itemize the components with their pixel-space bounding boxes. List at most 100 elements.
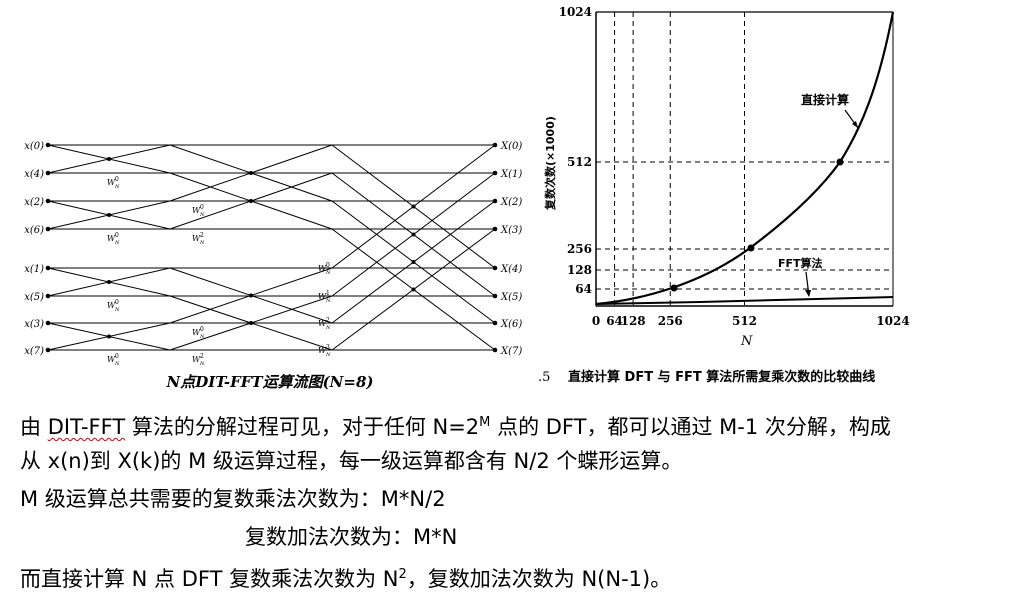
- data-point: [747, 244, 755, 252]
- crossing-node: [249, 321, 253, 325]
- output-label-5: X(5): [500, 292, 522, 303]
- twiddle-s2-2: W: [192, 328, 201, 337]
- crossing-node: [107, 213, 111, 217]
- output-label-3: X(3): [500, 225, 522, 236]
- p1-text-c: 算法的分解过程可见，对于任何 N=2: [125, 415, 480, 439]
- twiddle-s3-3-sup: 3: [326, 344, 330, 351]
- twiddle-s1-0: W: [107, 178, 116, 187]
- series-label-direct: 直接计算: [801, 92, 849, 107]
- input-label-0: x(0): [24, 141, 44, 152]
- twiddle-s3-0-sup: 0: [326, 262, 330, 269]
- crossing-node: [107, 334, 111, 339]
- fft-curve: [595, 296, 894, 305]
- butterfly-diagram: x(0) x(4) x(2) x(6) x(1) x(5) x(3) x(7) X(0) X(1)…: [24, 141, 522, 367]
- twiddle-s2-1: W: [192, 234, 201, 243]
- input-label-6: x(3): [24, 319, 44, 330]
- p1-text-a: 由: [20, 415, 48, 439]
- p1-text-d: 点的 DFT，都可以通过 M-1 次分解，构成: [490, 415, 891, 439]
- crossing-node: [107, 280, 111, 284]
- input-label-4: x(1): [24, 264, 44, 275]
- crossing-node: [411, 232, 416, 237]
- twiddle-s3-3: W: [318, 346, 327, 355]
- crossing-node: [107, 157, 111, 161]
- paragraph-4: 复数加法次数为：M*N: [245, 525, 458, 549]
- x-tick-label: 512: [732, 314, 757, 328]
- crossing-node: [411, 260, 416, 264]
- paragraph-3: M 级运算总共需要的复数乘法次数为：M*N/2: [20, 487, 446, 511]
- twiddle-s2-3-sub: N: [199, 361, 205, 367]
- input-label-1: x(4): [24, 169, 44, 180]
- twiddle-s3-2-sup: 2: [326, 317, 330, 324]
- twiddle-s1-0-sup: 0: [115, 176, 119, 183]
- input-label-7: x(7): [24, 346, 44, 357]
- twiddle-s3-1: W: [318, 292, 327, 301]
- series-label-fft: FFT算法: [778, 256, 823, 270]
- figure-canvas: x(0) x(4) x(2) x(6) x(1) x(5) x(3) x(7) X(0) X(1)…: [24, 5, 910, 391]
- x-tick-label: 128: [621, 314, 646, 328]
- crossing-node: [411, 204, 416, 209]
- input-label-3: x(6): [24, 225, 44, 236]
- twiddle-s1-1-sub: N: [114, 240, 120, 246]
- twiddle-s3-0: W: [318, 264, 327, 273]
- x-tick-label: 64: [606, 314, 623, 328]
- output-label-1: X(1): [500, 169, 522, 180]
- butterfly-caption: N点DIT-FFT运算流图(N=8): [165, 373, 373, 391]
- crossing-node: [249, 199, 253, 203]
- x-tick-label: 256: [658, 314, 683, 328]
- dit-fft-term: DIT-FFT: [47, 415, 126, 439]
- twiddle-s1-3-sub: N: [114, 361, 120, 367]
- annot-arrowhead: [852, 121, 858, 128]
- x-axis-label: N: [740, 334, 753, 349]
- p5-text-a: 而直接计算 N 点 DFT 复数乘法次数为 N: [20, 567, 399, 591]
- p5-text-b: ，复数加法次数为 N(N-1)。: [406, 567, 672, 591]
- twiddle-s3-1-sup: 1: [326, 290, 330, 297]
- paragraph-2: 从 x(n)到 X(k)的 M 级运算过程，每一级运算都含有 N/2 个蝶形运算…: [20, 449, 683, 473]
- output-label-6: X(6): [500, 319, 522, 330]
- output-label-0: X(0): [500, 141, 522, 152]
- twiddle-s1-2: W: [107, 301, 116, 310]
- y-tick-label: 64: [575, 282, 592, 296]
- input-label-5: x(5): [24, 292, 44, 303]
- twiddle-s1-1: W: [107, 234, 116, 243]
- twiddle-s3-2-sub: N: [325, 325, 331, 331]
- twiddle-s1-1-sup: 0: [115, 232, 119, 239]
- y-tick-label: 128: [567, 263, 592, 277]
- twiddle-s2-0-sub: N: [199, 212, 205, 218]
- twiddle-s2-1-sup: 2: [200, 232, 204, 239]
- paragraph-1: 由 DIT-FFT 算法的分解过程可见，对于任何 N=2M 点的 DFT，都可以…: [20, 408, 891, 442]
- chart-caption-prefix: .5: [538, 370, 550, 385]
- input-label-2: x(2): [24, 197, 44, 208]
- crossing-node: [411, 287, 416, 292]
- paragraph-5: 而直接计算 N 点 DFT 复数乘法次数为 N2，复数加法次数为 N(N-1)。: [20, 560, 671, 594]
- twiddle-s3-3-sub: N: [325, 352, 331, 358]
- twiddle-s2-2-sup: 0: [200, 326, 204, 333]
- twiddle-s1-3: W: [107, 355, 116, 364]
- twiddle-s2-2-sub: N: [199, 334, 205, 340]
- x-tick-label: 1024: [876, 314, 909, 328]
- chart-caption: 直接计算 DFT 与 FFT 算法所需复乘次数的比较曲线: [568, 369, 875, 385]
- twiddle-s1-3-sup: 0: [115, 353, 119, 360]
- annot-arrowhead: [805, 290, 811, 297]
- y-tick-label: 512: [567, 155, 592, 169]
- twiddle-s2-1-sub: N: [199, 240, 205, 246]
- y-tick-label: 256: [567, 242, 592, 256]
- twiddle-s1-2-sub: N: [114, 307, 120, 313]
- y-axis-label: 复数次数(×1000): [543, 116, 557, 211]
- x-tick-label: 0: [592, 314, 600, 328]
- twiddle-s3-1-sub: N: [325, 298, 331, 304]
- twiddle-s1-2-sup: 0: [115, 299, 119, 306]
- twiddle-s1-0-sub: N: [114, 184, 120, 190]
- twiddle-s3-2: W: [318, 319, 327, 328]
- output-label-2: X(2): [500, 197, 522, 208]
- data-point: [836, 158, 844, 166]
- twiddle-s2-3: W: [192, 355, 201, 364]
- y-tick-label: 1024: [559, 5, 592, 19]
- twiddle-s2-0: W: [192, 206, 201, 215]
- output-label-7: X(7): [500, 346, 522, 357]
- output-label-4: X(4): [500, 264, 522, 275]
- p5-superscript: 2: [398, 567, 407, 582]
- twiddle-s2-0-sup: 0: [200, 204, 204, 211]
- twiddle-s3-0-sub: N: [325, 270, 331, 276]
- data-point: [670, 284, 678, 292]
